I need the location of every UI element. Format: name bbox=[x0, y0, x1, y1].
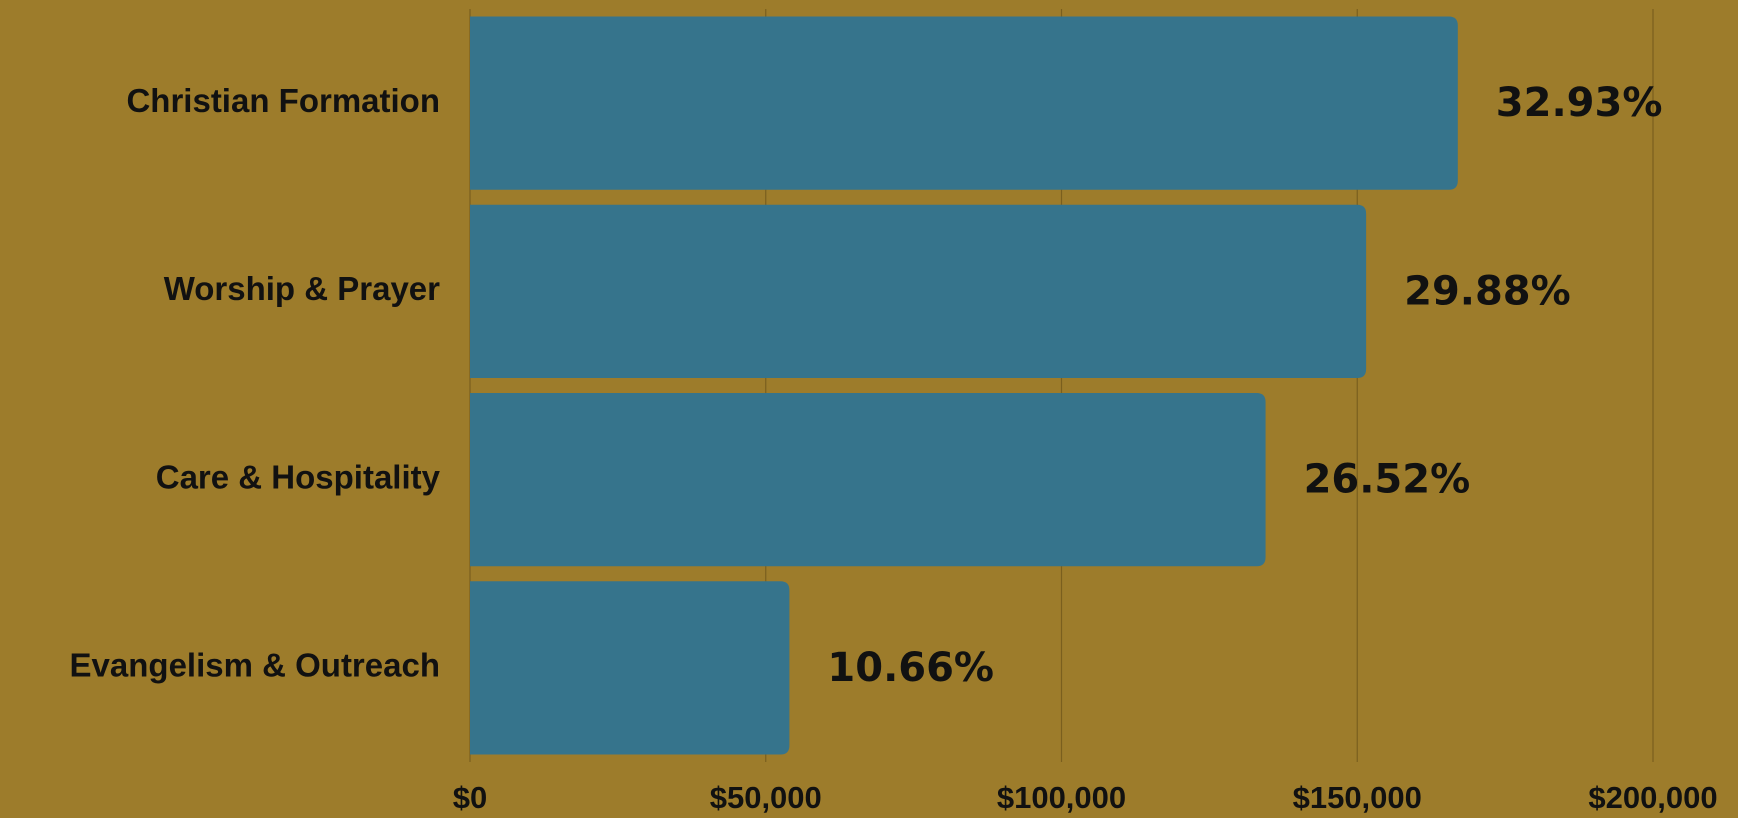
x-tick-label: $100,000 bbox=[997, 780, 1126, 815]
value-label: 29.88% bbox=[1404, 268, 1571, 314]
bar bbox=[470, 204, 1367, 378]
x-tick-label: $200,000 bbox=[1588, 780, 1717, 815]
x-tick-label: $0 bbox=[453, 780, 487, 815]
value-label: 10.66% bbox=[827, 645, 994, 691]
x-tick-label: $50,000 bbox=[710, 780, 822, 815]
value-label: 32.93% bbox=[1496, 80, 1663, 126]
x-tick-label: $150,000 bbox=[1293, 780, 1422, 815]
bar bbox=[470, 16, 1458, 190]
bar bbox=[470, 581, 790, 755]
value-label: 26.52% bbox=[1304, 457, 1471, 503]
y-tick-label: Christian Formation bbox=[126, 82, 440, 119]
y-tick-label: Worship & Prayer bbox=[164, 270, 440, 307]
y-tick-label: Care & Hospitality bbox=[156, 458, 441, 495]
bar bbox=[470, 393, 1266, 567]
y-tick-label: Evangelism & Outreach bbox=[70, 647, 440, 684]
